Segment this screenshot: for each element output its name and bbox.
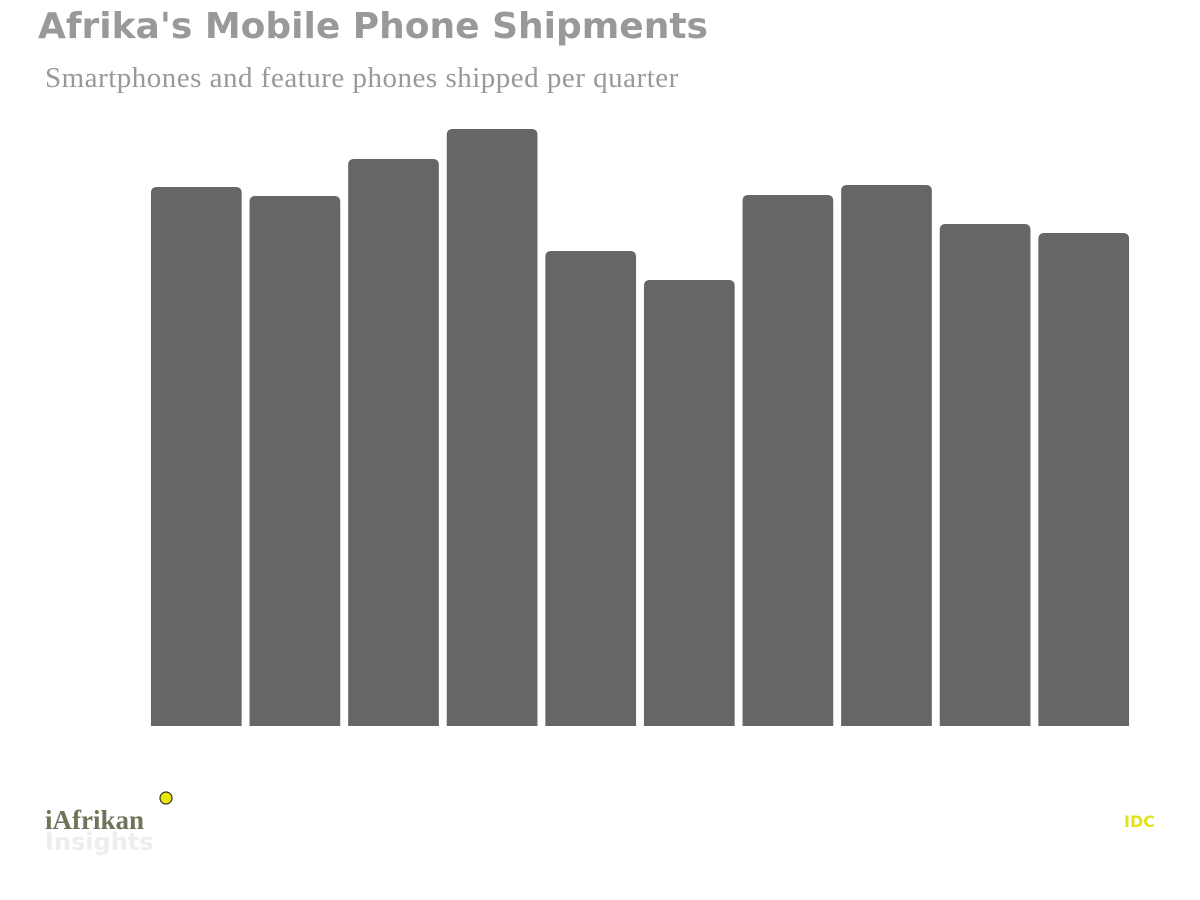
bar: [643, 280, 735, 726]
chart-subtitle: Smartphones and feature phones shipped p…: [45, 62, 679, 94]
bar: [446, 129, 538, 726]
logo: Insights iAfrikan: [45, 791, 173, 856]
chart-title: Afrika's Mobile Phone Shipments: [38, 6, 708, 47]
bar: [249, 196, 341, 726]
bar: [150, 187, 242, 726]
bar: [939, 224, 1031, 726]
bar: [545, 251, 637, 726]
logo-dot: [159, 791, 173, 805]
bar: [1038, 233, 1130, 726]
bar: [742, 195, 834, 726]
bar: [841, 185, 932, 726]
source: IDC: [1124, 812, 1155, 831]
bar: [348, 159, 439, 726]
logo-text: iAfrikan: [45, 805, 144, 835]
logo-subtitle: Insights: [45, 828, 154, 856]
